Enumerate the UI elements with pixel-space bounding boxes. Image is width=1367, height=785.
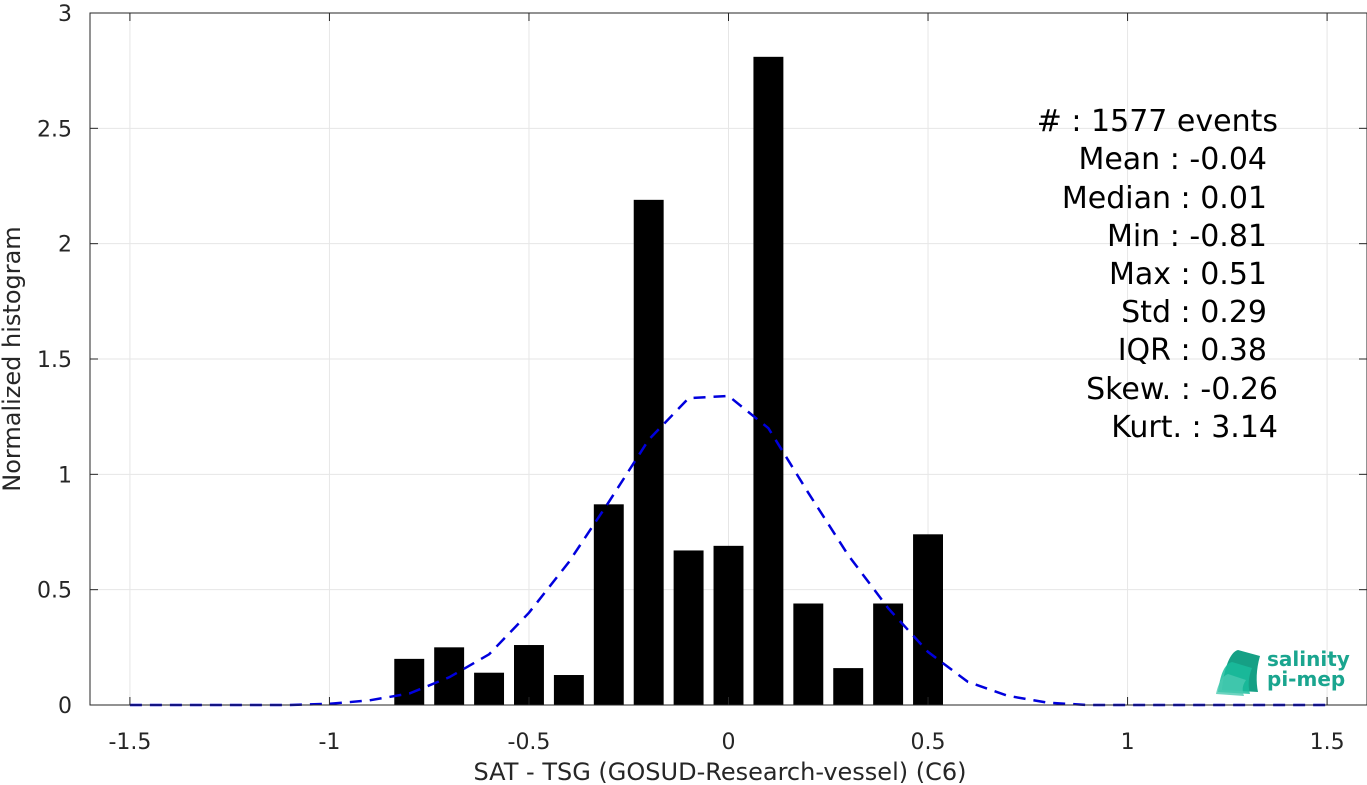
stat-kurt: Kurt. : 3.14 [1111, 410, 1278, 445]
stat-skew: Skew. : -0.26 [1086, 372, 1278, 407]
y-tick-label: 2 [58, 233, 72, 258]
y-tick-label: 0 [58, 694, 72, 719]
salinity-pimep-logo: salinity pi-mep [1216, 647, 1350, 696]
histogram-bar [793, 603, 824, 705]
histogram-bar [913, 534, 943, 705]
stat-mean: Mean : -0.04 [1078, 142, 1267, 177]
histogram-bar [593, 504, 624, 705]
wave-logo-icon [1216, 650, 1260, 696]
histogram-bar [553, 675, 584, 705]
stat-std: Std : 0.29 [1121, 295, 1267, 330]
histogram-bar [514, 645, 544, 705]
histogram-bar [474, 672, 505, 705]
histogram-bar [633, 199, 664, 705]
y-tick-label: 2.5 [37, 117, 72, 142]
x-tick-label: 0 [722, 730, 736, 755]
y-tick-label: 1 [58, 463, 72, 488]
histogram-bar [873, 603, 904, 705]
x-axis-ticks: -1.5 -1 -0.5 0 0.5 1 1.5 [108, 13, 1345, 755]
histogram-bar [673, 550, 704, 705]
histogram-bar [713, 545, 744, 705]
stat-iqr: IQR : 0.38 [1118, 333, 1267, 368]
logo-text-pimep: pi-mep [1267, 667, 1345, 691]
stats-box: # : 1577 events Mean : -0.04 Median : 0.… [1037, 104, 1278, 445]
y-tick-label: 3 [58, 2, 72, 27]
stat-count: # : 1577 events [1037, 104, 1278, 139]
histogram-bars [394, 56, 943, 706]
x-tick-label: 0.5 [911, 730, 946, 755]
histogram-bar [833, 668, 864, 705]
x-tick-label: -0.5 [508, 730, 551, 755]
x-tick-label: -1 [318, 730, 340, 755]
histogram-bar [394, 658, 425, 705]
x-tick-label: 1 [1121, 730, 1135, 755]
x-axis-label: SAT - TSG (GOSUD-Research-vessel) (C6) [474, 758, 967, 785]
y-tick-label: 1.5 [37, 348, 72, 373]
x-tick-label: -1.5 [108, 730, 151, 755]
y-axis-ticks: 0 0.5 1 1.5 2 2.5 3 [37, 2, 1367, 719]
x-tick-label: 1.5 [1310, 730, 1345, 755]
logo-text-salinity: salinity [1267, 647, 1350, 671]
stat-max: Max : 0.51 [1109, 257, 1267, 292]
y-tick-label: 0.5 [37, 579, 72, 604]
histogram-bar [753, 56, 784, 706]
stat-median: Median : 0.01 [1062, 181, 1267, 216]
stat-min: Min : -0.81 [1107, 219, 1267, 254]
y-axis-label: Normalized histogram [0, 226, 26, 491]
